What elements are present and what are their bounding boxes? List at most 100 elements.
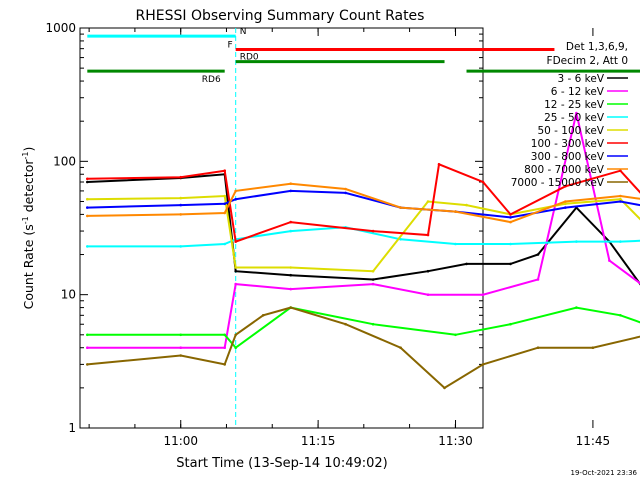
- status-label-F: F: [228, 40, 233, 50]
- series-point-8: [86, 363, 89, 366]
- y-tick-label: 100: [53, 154, 76, 168]
- series-point-0: [426, 269, 430, 273]
- series-point-3: [619, 240, 622, 243]
- series-point-7: [619, 194, 622, 198]
- series-point-6: [86, 206, 89, 209]
- series-point-7: [223, 211, 226, 215]
- series-point-4: [564, 202, 567, 206]
- series-point-8: [234, 333, 237, 337]
- series-point-7: [234, 189, 237, 193]
- y-axis-label-mid: detector: [21, 159, 36, 217]
- series-point-1: [481, 293, 485, 297]
- series-point-4: [619, 197, 622, 201]
- series-point-5: [619, 169, 622, 172]
- plot-frame: [79, 27, 484, 429]
- series-point-0: [536, 253, 540, 256]
- series-point-0: [509, 262, 512, 266]
- series-point-5: [289, 220, 293, 224]
- series-point-2: [179, 333, 182, 337]
- series-point-8: [179, 354, 182, 357]
- series-point-5: [179, 175, 182, 179]
- series-point-4: [465, 203, 468, 207]
- series-point-8: [536, 346, 540, 350]
- status-bars: NF RD0 RD6: [87, 27, 640, 85]
- series-point-4: [179, 196, 182, 200]
- series-point-7: [454, 210, 457, 213]
- y-tick-label: 1000: [45, 21, 76, 35]
- x-tick-label: 11:30: [438, 434, 473, 448]
- legend-label-8: 7000 - 15000 keV: [511, 177, 605, 189]
- series-point-7: [564, 200, 567, 203]
- series-point-7: [289, 182, 293, 185]
- series-point-3: [289, 229, 293, 233]
- series-point-6: [179, 203, 182, 207]
- series-point-8: [399, 346, 402, 350]
- series-point-8: [223, 363, 226, 366]
- legend-header-line1: Det 1,3,6,9,: [566, 41, 628, 53]
- series-point-1: [371, 282, 375, 286]
- series-point-6: [289, 189, 293, 193]
- series-point-8: [443, 386, 446, 390]
- series-point-5: [223, 169, 226, 172]
- series-point-5: [564, 185, 567, 188]
- series-point-5: [86, 177, 89, 181]
- series-line-8: [87, 306, 640, 390]
- series-point-3: [86, 245, 89, 248]
- series-point-3: [223, 242, 226, 246]
- series-point-5: [509, 213, 512, 216]
- series-point-8: [289, 306, 293, 309]
- legend: Det 1,3,6,9, FDecim 2, Att 0 3 - 6 keV6 …: [511, 41, 628, 189]
- series-point-7: [509, 220, 512, 224]
- vertical-markers: [235, 28, 237, 428]
- series-point-6: [564, 206, 567, 209]
- series-point-1: [179, 346, 182, 350]
- x-tick-label: 11:15: [301, 434, 336, 448]
- series-point-1: [234, 282, 237, 286]
- series-point-0: [371, 278, 375, 281]
- series-point-1: [223, 346, 226, 350]
- series-point-2: [619, 314, 622, 317]
- status-label-N: N: [240, 27, 247, 37]
- series-line-3: [87, 226, 640, 248]
- series-point-5: [481, 180, 485, 184]
- series-point-3: [179, 245, 182, 248]
- series-point-1: [536, 278, 540, 281]
- series-point-0: [234, 269, 237, 273]
- legend-label-3: 25 - 50 keV: [544, 112, 605, 124]
- legend-label-5: 100 - 300 keV: [531, 138, 605, 150]
- series-point-3: [575, 240, 578, 243]
- series-point-3: [509, 242, 512, 246]
- series-point-5: [426, 233, 430, 237]
- series-point-8: [591, 346, 595, 350]
- chart-title: RHESSI Observing Summary Count Rates: [136, 8, 425, 24]
- series-point-4: [371, 269, 375, 273]
- y-tick-label: 10: [61, 288, 76, 302]
- series-line-4: [87, 194, 640, 273]
- series-point-8: [261, 314, 265, 317]
- series-point-7: [86, 214, 89, 218]
- series-point-2: [234, 346, 237, 350]
- series-point-7: [399, 206, 402, 209]
- status-label-RD6: RD6: [202, 75, 221, 85]
- series-point-6: [234, 197, 237, 201]
- x-tick-label: 11:00: [163, 434, 198, 448]
- legend-label-2: 12 - 25 keV: [544, 99, 605, 111]
- series-point-2: [223, 333, 226, 337]
- series-point-5: [234, 240, 237, 243]
- series-point-6: [509, 216, 512, 219]
- series-point-4: [86, 197, 89, 201]
- legend-header-line2: FDecim 2, Att 0: [547, 55, 628, 67]
- series-point-4: [234, 266, 237, 269]
- series-point-4: [223, 194, 226, 198]
- y-axis-label-end: ): [21, 147, 36, 152]
- series-point-2: [509, 322, 512, 326]
- series-point-4: [289, 266, 293, 269]
- series-point-2: [454, 333, 457, 337]
- series-point-1: [608, 259, 611, 262]
- y-axis-label-sup: -1: [21, 216, 30, 224]
- series-point-1: [86, 346, 89, 350]
- x-tick-label: 11:45: [576, 434, 611, 448]
- series-point-5: [437, 163, 441, 166]
- series-point-0: [289, 273, 293, 277]
- x-axis-label: Start Time (13-Sep-14 10:49:02): [176, 456, 387, 471]
